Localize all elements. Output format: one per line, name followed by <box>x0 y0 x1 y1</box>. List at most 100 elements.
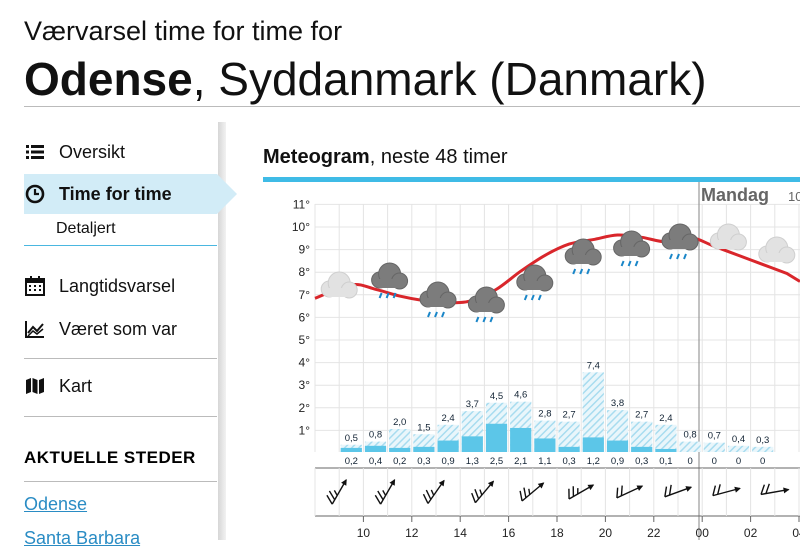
precip-bar-max <box>582 372 604 452</box>
day-label-next: 10 <box>788 189 800 204</box>
region-name: , Syddanmark (Danmark) <box>192 53 707 105</box>
active-nav-background <box>24 174 217 214</box>
x-tick-label: 00 <box>696 526 710 540</box>
wind-arrowhead <box>537 482 545 489</box>
day-label: Mandag <box>701 185 769 205</box>
precip-label-max: 0,4 <box>732 434 745 445</box>
wind-barb-icon <box>712 484 741 497</box>
sidebar-item-kart[interactable]: Kart <box>24 366 92 406</box>
wind-barb-icon <box>374 479 396 505</box>
meteogram-title-bold: Meteogram <box>263 146 370 168</box>
cloud-part <box>714 240 743 249</box>
cloud-part <box>325 288 354 297</box>
rain-drop <box>683 253 687 260</box>
wind-feather <box>474 489 480 500</box>
page-title: Odense, Syddanmark (Danmark) <box>24 52 707 106</box>
rain-drop <box>427 311 431 318</box>
rain-drop <box>572 268 577 275</box>
wind-feather <box>760 484 766 495</box>
precip-label-max: 2,4 <box>441 413 454 424</box>
precip-label-min: 0,9 <box>611 456 624 467</box>
rain-drop <box>634 260 639 267</box>
wind-feather <box>377 490 384 501</box>
rain-cloud-icon <box>516 264 554 301</box>
precip-label-min: 1,2 <box>587 456 600 467</box>
meteogram-title-rest: , neste 48 timer <box>369 146 508 168</box>
precip-label-max: 4,5 <box>490 391 503 402</box>
sidebar-item-vaeret-som-var[interactable]: Været som var <box>24 309 177 349</box>
precip-bar-min <box>413 446 435 452</box>
wind-feather <box>374 494 382 505</box>
cloud-part <box>569 255 598 264</box>
location-link[interactable]: Santa Barbara <box>24 528 141 548</box>
precip-label-min: 0 <box>712 456 717 467</box>
wind-feather <box>382 490 387 496</box>
rain-drop <box>441 311 445 318</box>
page-subtitle: Værvarsel time for time for <box>24 16 343 46</box>
x-tick-label: 04 <box>792 526 800 540</box>
sidebar-item-langtidsvarsel[interactable]: Langtidsvarsel <box>24 266 175 306</box>
wind-feather <box>668 484 672 496</box>
location-link[interactable]: Odense <box>24 494 88 514</box>
wind-feather <box>471 492 477 503</box>
precip-label-max: 2,7 <box>635 410 648 421</box>
sidebar-item-label: Været som var <box>59 318 178 339</box>
precip-label-min: 1,3 <box>466 456 479 467</box>
wind-arrowhead <box>487 480 495 488</box>
precip-label-min: 0,4 <box>369 456 382 467</box>
meteogram-chart: 0,5 0,2 0,8 0,4 2,0 0,2 1,5 0,3 2,4 0,9 3,7 1,3 4,5 2… <box>292 182 800 540</box>
y-tick-label: 9° <box>299 243 311 257</box>
wind-feather <box>523 487 527 498</box>
precip-label-min: 0 <box>687 456 692 467</box>
precip-bar-min <box>461 436 483 452</box>
y-tick-label: 7° <box>299 288 311 302</box>
precip-bar-min <box>655 448 677 452</box>
wind-barb-icon <box>664 484 693 498</box>
wind-feather <box>664 486 668 497</box>
y-tick-label: 4° <box>299 356 311 370</box>
rain-cloud-icon <box>613 230 651 267</box>
wind-barb-icon <box>616 485 644 499</box>
precip-label-max: 4,6 <box>514 390 527 401</box>
rain-drop <box>523 294 528 301</box>
wind-feather <box>333 490 338 496</box>
precip-label-min: 0,3 <box>635 456 648 467</box>
wind-feather <box>717 484 721 495</box>
wind-arrowhead <box>341 479 347 486</box>
precip-bar-max <box>679 441 701 452</box>
sidebar-item-time-for-time[interactable]: Time for time <box>24 174 172 214</box>
wind-feather <box>425 489 432 500</box>
cloud-icon <box>709 223 747 251</box>
precip-label-max: 1,5 <box>417 422 430 433</box>
wind-feather <box>765 483 770 494</box>
x-tick-label: 10 <box>357 526 371 540</box>
calendar-icon <box>24 275 46 297</box>
cloud-icon <box>320 271 358 299</box>
rain-drop <box>627 260 632 267</box>
wind-feather <box>326 494 333 505</box>
header-divider <box>24 106 800 107</box>
precip-bar-min <box>364 445 387 452</box>
precip-label-max: 0,8 <box>369 430 382 441</box>
wind-barb-icon <box>326 479 347 505</box>
rain-drop <box>586 268 591 275</box>
precip-bar-min <box>389 447 411 452</box>
precip-label-max: 0,3 <box>756 435 769 446</box>
line-chart-icon <box>24 318 46 340</box>
sidebar-divider <box>24 358 217 359</box>
precip-label-min: 0,1 <box>659 456 672 467</box>
wind-arrowhead <box>734 486 741 493</box>
wind-feather <box>577 488 579 495</box>
precip-label-max: 2,4 <box>659 413 672 424</box>
precip-bar-min <box>485 423 508 452</box>
rain-drop <box>482 316 487 323</box>
sidebar-item-oversikt[interactable]: Oversikt <box>24 132 125 172</box>
cloud-part <box>520 281 549 290</box>
rain-drop <box>378 292 383 299</box>
sidebar-subitem-detaljert[interactable]: Detaljert <box>56 220 116 237</box>
rain-drop <box>489 316 494 323</box>
x-tick-label: 18 <box>550 526 564 540</box>
precip-label-max: 0,7 <box>708 431 721 442</box>
precip-label-min: 0,2 <box>345 456 358 467</box>
wind-feather <box>568 488 570 500</box>
